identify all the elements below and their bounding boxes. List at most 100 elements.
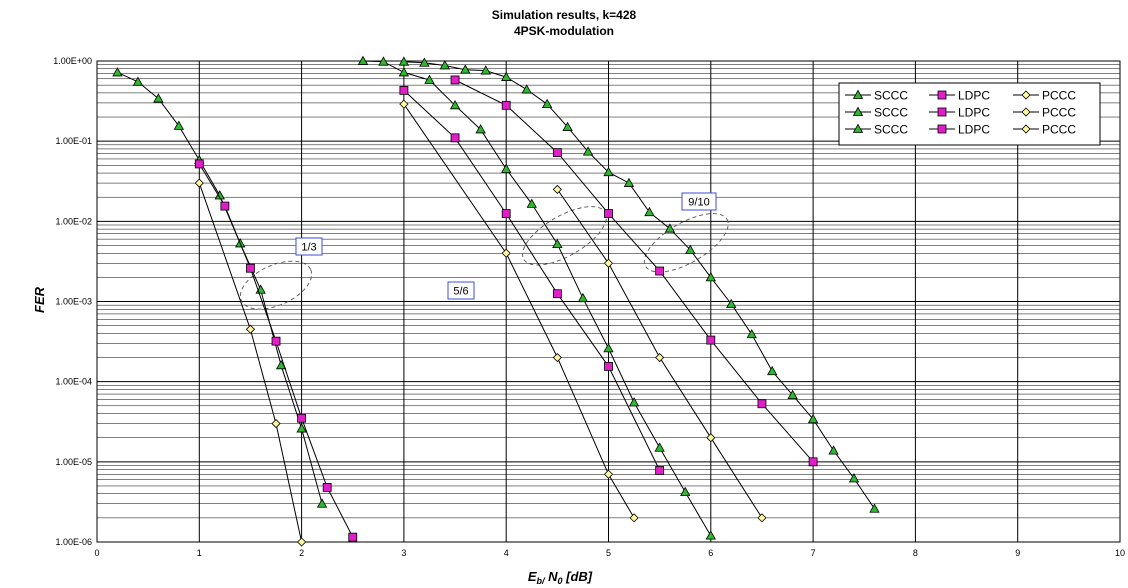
triangle-marker (521, 84, 532, 94)
legend-label: PCCC (1042, 123, 1076, 137)
triangle-marker (439, 60, 451, 70)
diamond-marker (1021, 107, 1031, 117)
x-tick-label: 2 (299, 548, 304, 558)
triangle-marker (552, 238, 563, 249)
square-marker (706, 335, 716, 345)
triangle-marker (705, 530, 716, 540)
series-pccc-1-3 (194, 178, 307, 547)
triangle-marker (852, 89, 864, 99)
triangle-marker (173, 120, 185, 130)
x-tick-label: 4 (504, 548, 509, 558)
y-tick-label: 1.00E-01 (55, 136, 92, 146)
series-sccc-9-10 (398, 56, 880, 513)
square-marker (450, 75, 460, 85)
x-tick-label: 7 (811, 548, 816, 558)
triangle-marker (685, 244, 696, 254)
square-marker (552, 289, 562, 299)
y-axis-title: FER (32, 286, 47, 313)
series-line (403, 61, 875, 509)
legend-entry: PCCC (1013, 106, 1076, 120)
triangle-marker (214, 190, 225, 200)
triangle-marker (501, 163, 512, 173)
x-tick-label: 5 (606, 548, 611, 558)
diamond-marker (1021, 90, 1031, 100)
annotation-box (681, 192, 717, 211)
triangle-marker (726, 298, 737, 308)
triangle-marker (664, 223, 676, 233)
x-axis-title-sub-0: 0 (558, 576, 563, 586)
x-axis-title-e: E (528, 569, 537, 584)
triangle-marker (787, 389, 798, 399)
square-marker (937, 107, 947, 117)
series-line (403, 90, 661, 471)
square-marker (937, 124, 947, 134)
triangle-marker (424, 74, 435, 84)
diamond-marker (655, 352, 665, 363)
legend-entry: LDPC (929, 89, 990, 103)
x-tick-label: 0 (94, 548, 99, 558)
triangle-marker (153, 93, 164, 103)
diamond-marker (552, 352, 562, 363)
series-layer (112, 55, 880, 547)
legend-label: SCCC (874, 123, 908, 137)
triangle-marker (869, 503, 880, 513)
square-marker (246, 263, 255, 273)
square-marker (501, 209, 511, 218)
series-line (198, 182, 303, 543)
legend-entry: SCCC (845, 123, 908, 137)
diamond-marker (552, 184, 562, 194)
triangle-marker (419, 57, 430, 67)
square-marker (399, 85, 409, 95)
triangle-marker (460, 64, 471, 74)
annotation-box (447, 281, 475, 300)
y-tick-label: 1.00E+00 (53, 56, 92, 66)
x-tick-label: 1 (197, 548, 202, 558)
diamond-marker (194, 178, 204, 188)
diamond-marker (399, 99, 409, 109)
diamond-marker (629, 513, 639, 523)
series-sccc-1-3 (112, 67, 328, 508)
triangle-marker (582, 146, 594, 156)
square-marker (655, 266, 665, 276)
legend-entry: PCCC (1013, 123, 1076, 137)
square-marker (604, 362, 613, 371)
x-tick-label: 3 (401, 548, 406, 558)
triangle-marker (501, 71, 512, 81)
square-marker (501, 100, 511, 110)
diamond-marker (271, 419, 281, 429)
diamond-marker (603, 469, 614, 479)
legend-entry: LDPC (929, 106, 990, 120)
diamond-marker (757, 513, 767, 523)
diamond-marker (245, 324, 256, 334)
triangle-marker (577, 292, 589, 303)
triangle-marker (526, 198, 537, 208)
square-marker (450, 133, 460, 143)
annotation-label: 1/3 (301, 242, 316, 254)
triangle-marker (623, 177, 635, 187)
x-tick-label: 9 (1015, 548, 1020, 558)
legend-label: LDPC (958, 106, 990, 120)
chart-subtitle: 4PSK-modulation (514, 24, 614, 38)
square-marker (220, 201, 230, 211)
y-tick-label: 1.00E-03 (55, 297, 92, 307)
legend-entry: LDPC (929, 123, 990, 137)
annotation-label: 9/10 (688, 197, 709, 209)
legend-entry: SCCC (845, 106, 908, 120)
annotation-rate: 9/10 (681, 192, 717, 211)
series-pccc-9-10 (552, 184, 767, 523)
y-tick-label: 1.00E-05 (55, 457, 92, 467)
y-tick-label: 1.00E-06 (55, 537, 92, 547)
triangle-marker (644, 206, 655, 217)
square-marker (297, 413, 307, 423)
y-tick-label: 1.00E-04 (55, 377, 92, 387)
triangle-marker (112, 67, 123, 77)
rate-group-ellipse (643, 213, 729, 273)
series-ldpc-5-6 (399, 85, 665, 475)
diamond-marker (1021, 124, 1031, 134)
diamond-marker (501, 248, 511, 258)
triangle-marker (132, 76, 144, 86)
x-axis-title: Eb/ N0 [dB] (528, 569, 593, 586)
legend-label: PCCC (1042, 106, 1076, 120)
legend-box (838, 82, 1101, 146)
